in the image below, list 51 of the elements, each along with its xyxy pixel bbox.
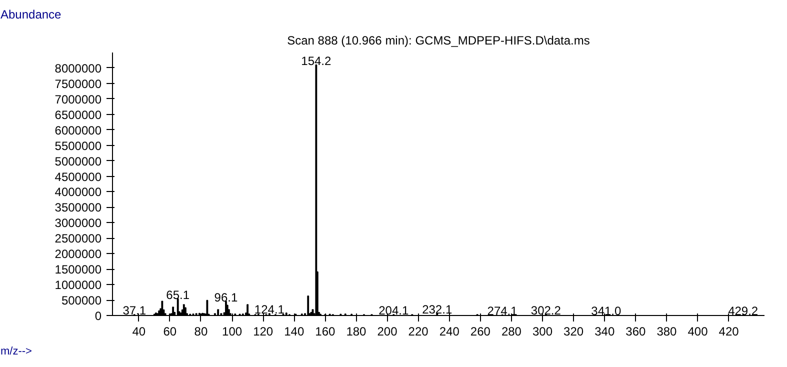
y-tick-label: 1000000 <box>54 278 102 292</box>
y-tick-label: 500000 <box>61 294 102 308</box>
x-tick-label: 380 <box>656 324 678 338</box>
y-tick-label: 8000000 <box>54 61 102 76</box>
x-tick-label: 300 <box>532 324 553 338</box>
x-tick-label: 360 <box>626 324 646 338</box>
x-tick-label: 180 <box>346 324 367 338</box>
y-axis-title: Abundance <box>0 8 62 22</box>
y-tick-label: 7000000 <box>54 92 102 106</box>
y-tick-label: 4000000 <box>54 185 102 200</box>
chart-title: Scan 888 (10.966 min): GCMS_MDPEP-HIFS.D\data.ms <box>287 34 590 48</box>
annotation: 204.1 <box>378 304 409 318</box>
x-tick-label: 40 <box>132 324 146 338</box>
y-tick-label: 3500000 <box>54 200 102 215</box>
x-axis-title: m/z--> <box>0 346 32 358</box>
y-tick-label: 5500000 <box>54 138 102 153</box>
x-tick-label: 320 <box>564 324 584 338</box>
y-tick-label: 6500000 <box>54 108 102 122</box>
x-tick-label: 220 <box>408 324 429 338</box>
x-tick-label: 80 <box>194 324 208 338</box>
x-tick-label: 340 <box>594 324 615 338</box>
x-tick-label: 280 <box>501 324 522 338</box>
x-tick-label: 260 <box>470 324 491 338</box>
y-tick-label: 0 <box>94 309 102 323</box>
y-tick-label: 2500000 <box>54 232 102 246</box>
x-tick-label: 240 <box>439 324 460 338</box>
annotation: 232.1 <box>422 302 452 317</box>
annotation: 37.1 <box>122 304 146 318</box>
x-tick-label: 140 <box>284 324 304 338</box>
annotation: 274.1 <box>487 304 518 318</box>
annotation: 96.1 <box>214 290 238 304</box>
x-tick-label: 100 <box>222 324 242 338</box>
annotation: 341.0 <box>591 304 622 318</box>
x-tick-label: 200 <box>377 324 398 338</box>
y-tick-label: 5000000 <box>54 154 102 168</box>
annotation: 302.2 <box>530 303 562 318</box>
x-tick-label: 60 <box>163 324 177 338</box>
y-tick-label: 4500000 <box>54 170 102 184</box>
annotation: 429.2 <box>728 304 758 318</box>
x-tick-label: 160 <box>315 324 336 338</box>
annotation: 65.1 <box>166 288 190 302</box>
annotation: 124.1 <box>254 302 285 317</box>
x-tick-label: 420 <box>718 324 740 338</box>
y-tick-label: 7500000 <box>54 76 102 91</box>
y-tick-label: 2000000 <box>54 247 102 262</box>
x-tick-label: 120 <box>253 324 274 338</box>
x-tick-label: 400 <box>688 324 708 338</box>
annotation: 154.2 <box>301 54 332 68</box>
y-tick-label: 1500000 <box>54 262 102 277</box>
y-tick-label: 3000000 <box>54 216 102 230</box>
y-tick-label: 6000000 <box>54 123 102 138</box>
